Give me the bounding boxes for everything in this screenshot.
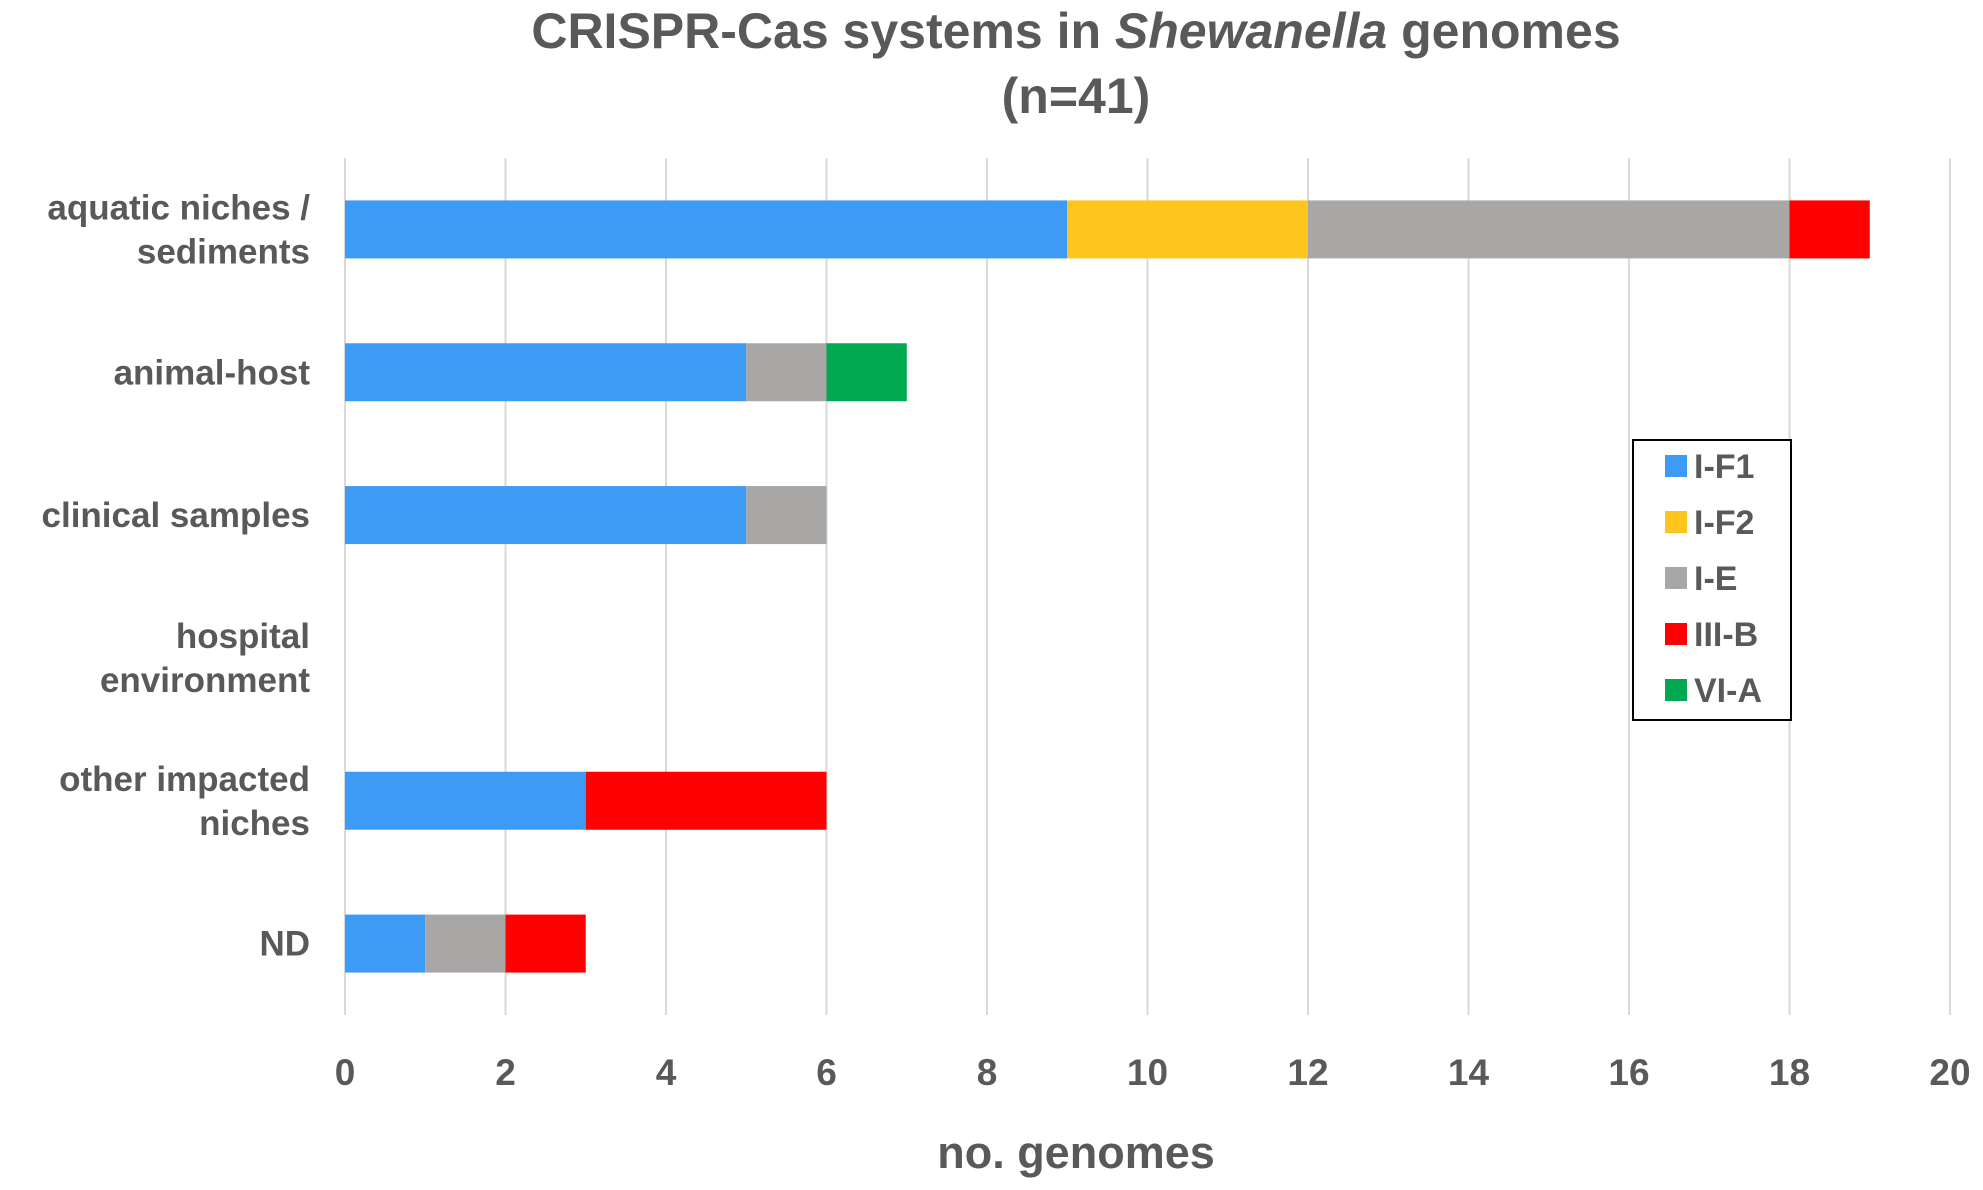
chart-title-line2: (n=41): [1002, 68, 1151, 124]
legend-swatch-i-e: [1665, 567, 1687, 589]
x-axis-title: no. genomes: [937, 1127, 1215, 1178]
bar-segment-i-e-0: [1308, 200, 1790, 259]
chart-title-prefix: CRISPR-Cas systems in: [531, 3, 1115, 59]
x-tick-label: 12: [1287, 1052, 1328, 1093]
chart-title-genus: Shewanella: [1115, 3, 1387, 59]
bar-segment-i-f1-1: [345, 343, 747, 402]
bar-segment-vi-a-1: [826, 343, 907, 402]
x-tick-label: 4: [656, 1052, 677, 1093]
x-tick-label: 20: [1929, 1052, 1970, 1093]
legend-label-i-e: I-E: [1694, 560, 1737, 598]
legend-box: [1632, 439, 1792, 721]
bar-segment-i-f1-2: [345, 486, 747, 545]
bar-segment-i-f1-5: [345, 914, 426, 973]
bar-segment-i-e-5: [425, 914, 506, 973]
bar-segment-i-e-1: [746, 343, 827, 402]
category-label: environment: [100, 661, 310, 700]
x-tick-label: 16: [1608, 1052, 1649, 1093]
legend-label-vi-a: VI-A: [1694, 672, 1762, 710]
category-label: clinical samples: [42, 496, 310, 535]
category-label: niches: [199, 804, 310, 843]
legend-label-i-f1: I-F1: [1694, 448, 1754, 486]
legend-swatch-iii-b: [1665, 623, 1687, 645]
x-tick-labels: 0 2 4 6 8 10 12 14 16 18 20: [335, 1052, 1971, 1093]
category-labels: aquatic niches / sediments animal-host clin…: [42, 188, 311, 963]
x-tick-label: 14: [1448, 1052, 1490, 1093]
legend: I-F1 I-F2 I-E III-B VI-A: [1632, 439, 1792, 721]
category-label: sediments: [137, 232, 310, 271]
legend-label-i-f2: I-F2: [1694, 504, 1754, 542]
legend-label-iii-b: III-B: [1694, 616, 1758, 654]
legend-swatch-i-f2: [1665, 511, 1687, 533]
bars: [345, 200, 1870, 973]
legend-swatch-i-f1: [1665, 455, 1687, 477]
chart-title-suffix: genomes: [1387, 3, 1620, 59]
x-tick-label: 6: [816, 1052, 837, 1093]
category-label: aquatic niches /: [47, 188, 310, 227]
category-label: other impacted: [59, 760, 310, 799]
x-tick-label: 18: [1769, 1052, 1810, 1093]
x-tick-label: 0: [335, 1052, 356, 1093]
legend-swatch-vi-a: [1665, 679, 1687, 701]
chart-title-line1: CRISPR-Cas systems in Shewanella genomes: [531, 3, 1620, 59]
gridlines: [344, 158, 1951, 1015]
bar-segment-i-f1-0: [345, 200, 1068, 259]
x-tick-label: 10: [1127, 1052, 1168, 1093]
bar-segment-i-f1-4: [345, 771, 586, 830]
x-tick-label: 2: [495, 1052, 516, 1093]
bar-segment-iii-b-5: [505, 914, 586, 973]
x-tick-label: 8: [977, 1052, 998, 1093]
category-label: ND: [259, 925, 310, 964]
bar-segment-i-e-2: [746, 486, 827, 545]
bar-segment-iii-b-4: [585, 771, 827, 830]
category-label: animal-host: [114, 353, 311, 392]
category-label: hospital: [176, 617, 310, 656]
bar-segment-iii-b-0: [1789, 200, 1870, 259]
bar-segment-i-f2-0: [1067, 200, 1308, 259]
